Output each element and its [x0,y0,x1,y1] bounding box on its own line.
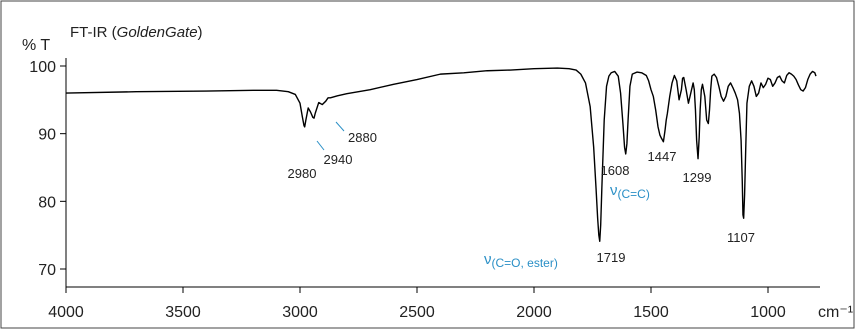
x-tick-label: 2500 [399,304,435,321]
assignment-subscript: (C=C) [618,187,650,201]
y-tick-label: 100 [29,59,56,76]
band-assignment: ν(C=O, ester) [484,251,558,270]
peak-label: 1608 [601,163,630,178]
band-assignment: ν(C=C) [610,182,650,201]
peak-leader-line [335,121,345,132]
x-axis-unit: cm⁻¹ [818,304,853,321]
y-tick-label: 80 [38,194,56,211]
x-tick-label: 2000 [516,304,552,321]
peak-label: 1719 [597,250,626,265]
chart-title-prefix: FT-IR ( [70,24,117,41]
x-tick-label: 1500 [633,304,669,321]
nu-symbol: ν [484,251,492,268]
peak-label: 2940 [324,152,353,167]
x-tick-label: 1000 [750,304,786,321]
x-tick-label: 3000 [282,304,318,321]
x-tick-label: 3500 [165,304,201,321]
assignment-subscript: (C=O, ester) [492,256,558,270]
y-tick-label: 70 [38,262,56,279]
peak-leader-line [316,140,325,151]
spectrum-line [65,67,817,242]
x-tick-label: 4000 [48,304,84,321]
peak-label: 1447 [648,149,677,164]
chart-title-italic: GoldenGate [117,24,198,41]
peak-label: 2980 [288,166,317,181]
nu-symbol: ν [610,182,618,199]
y-axis-label: % T [22,37,50,54]
y-tick-label: 90 [38,127,56,144]
chart-title: FT-IR (GoldenGate) [70,24,203,41]
peak-label: 1107 [727,230,755,245]
peak-label: 2880 [348,130,377,145]
peak-label: 1299 [683,170,712,185]
chart-title-suffix: ) [198,24,203,41]
